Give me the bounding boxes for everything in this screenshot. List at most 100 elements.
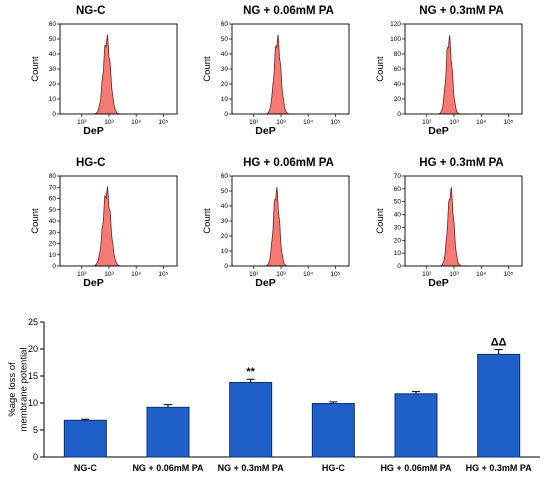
- histogram-xtick-label: 10⁵: [158, 119, 168, 126]
- histogram-ytick-label: 0: [224, 111, 228, 118]
- histogram-title: HG-C: [76, 157, 105, 169]
- histogram-ylabel: Count: [202, 208, 213, 234]
- histogram-title: NG-C: [76, 5, 105, 17]
- histogram-xtick-label: 10⁴: [476, 271, 486, 278]
- bar-ytick-label: 15: [28, 371, 38, 381]
- histogram-frame: [404, 23, 523, 115]
- histogram-xlabel: DeP: [255, 125, 275, 137]
- histogram-ytick-label: 0: [397, 263, 401, 270]
- histogram-frame: [59, 175, 178, 267]
- histogram-ylabel: Count: [30, 56, 41, 82]
- bar: [146, 406, 190, 458]
- bar: [229, 381, 273, 458]
- bar-chart: 0 5 10 15 20 25 %age loss ofmembrane potential…: [7, 317, 540, 473]
- bar-ylabel: %age loss ofmembrane potential: [7, 348, 29, 432]
- histogram-xlabel: DeP: [428, 277, 448, 289]
- histogram-ytick-label: 20: [394, 96, 402, 103]
- histogram-ytick-label: 100: [390, 36, 401, 43]
- histogram-fill: [431, 187, 470, 267]
- histogram-panel: NG-C 0 10 20 30 40 50 60 10² 10³ 10⁴ 10⁵ DeP Count: [30, 5, 178, 137]
- histogram-ytick-label: 10: [221, 248, 229, 255]
- histogram-ytick-label: 20: [49, 241, 57, 248]
- histogram-ytick-label: 0: [397, 111, 401, 118]
- histogram-xlabel: DeP: [83, 125, 103, 137]
- histogram-xtick-label: 10⁴: [303, 119, 313, 126]
- bar-ytick-label: 25: [28, 317, 38, 327]
- histogram-fill: [87, 186, 126, 267]
- histogram-xlabel: DeP: [428, 125, 448, 137]
- histogram-ytick-label: 40: [394, 81, 402, 88]
- histogram-ytick-label: 10: [221, 96, 229, 103]
- histogram-xtick-label: 10⁴: [131, 119, 141, 126]
- histogram-ylabel: Count: [375, 208, 386, 234]
- histogram-ytick-label: 50: [221, 36, 229, 43]
- histogram-xtick-label: 10⁵: [330, 271, 340, 278]
- bar-ytick-label: 10: [28, 398, 38, 408]
- histogram-xtick-label: 10⁵: [330, 119, 340, 126]
- histogram-ytick-label: 20: [394, 237, 402, 244]
- histogram-ytick-label: 0: [52, 263, 56, 270]
- histogram-panel: HG-C 0 10 20 30 40 50 60 70 80 10² 10³ 10⁴ 10⁵ DeP Coun…: [30, 157, 178, 289]
- histogram-panel: HG + 0.06mM PA 0 10 20 30 40 50 60 10² 10³ 10⁴ 10⁵ D…: [202, 157, 350, 289]
- bar-significance-mark: ΔΔ: [491, 337, 507, 349]
- histogram-ytick-label: 10: [49, 252, 57, 259]
- histogram-panels: NG-C 0 10 20 30 40 50 60 10² 10³ 10⁴ 10⁵ DeP Count NG …: [30, 5, 523, 289]
- histogram-ytick-label: 60: [394, 66, 402, 73]
- histogram-xtick-label: 10²: [422, 119, 432, 126]
- histogram-panel: NG + 0.3mM PA 0 20 40 60 80 100 120 10² 10³ 10⁴ 10⁵…: [375, 5, 523, 137]
- bar-ylabel-line: membrane potential: [19, 348, 30, 432]
- histogram-title: NG + 0.3mM PA: [419, 5, 503, 17]
- histogram-ytick-label: 10: [394, 250, 402, 257]
- bar-category-label: NG-C: [74, 463, 97, 473]
- histogram-xtick-label: 10²: [249, 271, 259, 278]
- histogram-xtick-label: 10⁵: [503, 119, 513, 126]
- histogram-ylabel: Count: [202, 56, 213, 82]
- histogram-fill: [87, 34, 126, 115]
- histogram-xtick-label: 10²: [77, 271, 87, 278]
- bar: [394, 393, 438, 458]
- histogram-xtick-label: 10⁵: [158, 271, 168, 278]
- histogram-ytick-label: 30: [394, 224, 402, 231]
- histogram-ytick-label: 60: [221, 173, 229, 180]
- histogram-frame: [404, 175, 523, 267]
- histogram-ytick-label: 50: [221, 188, 229, 195]
- histogram-frame: [231, 175, 350, 267]
- histogram-xtick-label: 10³: [276, 271, 286, 278]
- histogram-xtick-label: 10²: [77, 119, 87, 126]
- histogram-xtick-label: 10²: [422, 271, 432, 278]
- histogram-ytick-label: 20: [221, 233, 229, 240]
- histogram-xtick-label: 10⁴: [131, 271, 141, 278]
- histogram-ytick-label: 60: [221, 21, 229, 28]
- histogram-ytick-label: 60: [49, 196, 57, 203]
- histogram-ytick-label: 40: [221, 51, 229, 58]
- histogram-ytick-label: 80: [394, 51, 402, 58]
- histogram-xtick-label: 10³: [276, 119, 286, 126]
- histogram-ytick-label: 10: [49, 96, 57, 103]
- histogram-xtick-label: 10⁴: [303, 271, 313, 278]
- histogram-panel: HG + 0.3mM PA 0 10 20 30 40 50 60 70 10² 10³ 10⁴ 10⁵…: [375, 157, 523, 289]
- bar-ytick-label: 5: [33, 425, 38, 435]
- histogram-ytick-label: 60: [49, 21, 57, 28]
- histogram-xtick-label: 10⁵: [503, 271, 513, 278]
- histogram-title: HG + 0.06mM PA: [243, 157, 334, 169]
- histogram-ytick-label: 30: [49, 66, 57, 73]
- histogram-fill: [430, 35, 469, 115]
- bar-category-label: HG + 0.3mM PA: [466, 463, 533, 473]
- histogram-ytick-label: 20: [221, 81, 229, 88]
- bar-significance-mark: **: [246, 366, 255, 378]
- histogram-frame: [231, 23, 350, 115]
- histogram-ytick-label: 60: [394, 186, 402, 193]
- histogram-title: NG + 0.06mM PA: [243, 5, 334, 17]
- bar-ytick-label: 20: [28, 344, 38, 354]
- histogram-ytick-label: 0: [52, 111, 56, 118]
- histogram-ylabel: Count: [375, 56, 386, 82]
- histogram-ytick-label: 40: [49, 51, 57, 58]
- histogram-ytick-label: 120: [390, 21, 401, 28]
- bar-category-label: HG-C: [322, 463, 345, 473]
- histogram-xtick-label: 10²: [249, 119, 259, 126]
- histogram-ytick-label: 50: [394, 199, 402, 206]
- bar: [477, 353, 521, 458]
- histogram-panel: NG + 0.06mM PA 0 10 20 30 40 50 60 10² 10³ 10⁴ 10⁵ D…: [202, 5, 350, 137]
- histogram-fill: [257, 187, 296, 267]
- histogram-ytick-label: 50: [49, 36, 57, 43]
